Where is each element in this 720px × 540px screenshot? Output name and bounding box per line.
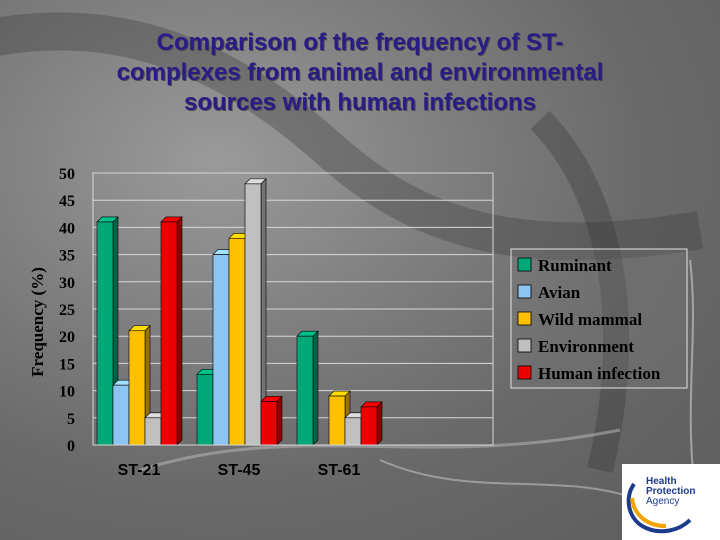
legend-label: Avian [538,283,581,302]
bar-human-infection-st-21 [160,216,183,446]
bar-human-infection-st-45 [260,395,283,446]
legend-swatch [517,257,532,272]
y-tick-label: 35 [59,248,75,265]
legend-swatch [517,365,532,380]
bar-ruminant-st-61 [296,330,319,446]
y-tick-label: 40 [59,220,75,237]
bars [93,178,493,446]
y-axis-title: Frequency (%) [28,267,47,377]
y-tick-label: 30 [59,275,75,292]
y-tick-label: 20 [59,329,75,346]
bar-human-infection-st-61 [360,401,383,446]
legend-swatch [517,284,532,299]
title-line-1: Comparison of the frequency of ST- [156,29,564,56]
legend-label: Human infection [538,364,661,383]
legend-label: Ruminant [538,256,612,275]
logo-line-protection: Protection [646,486,696,497]
legend-swatch [517,338,532,353]
x-category-label: ST-45 [218,462,261,479]
y-tick-label: 25 [59,302,75,319]
hpa-logo: Health Protection Agency [622,464,720,540]
x-category-label: ST-21 [118,462,161,479]
legend: Ruminant Avian Wild mammal Environment Human… [510,248,688,389]
title-line-2: complexes from animal and environmental [116,59,604,86]
chart-title: Comparison of the frequency of ST- compl… [40,28,680,118]
y-tick-labels: 0 5 10 15 20 25 30 35 40 45 50 [59,166,75,455]
x-category-label: ST-61 [318,462,361,479]
legend-swatch [517,311,532,326]
hpa-logo-emblem [626,482,692,534]
y-tick-label: 0 [67,438,75,455]
x-category-labels: ST-21 ST-45 ST-61 [118,462,361,479]
y-tick-label: 50 [59,166,75,183]
y-tick-label: 5 [67,411,75,428]
legend-box [510,248,688,389]
bar-environment-st-45 [244,178,267,446]
gridlines [93,172,493,419]
y-tick-label: 10 [59,384,75,401]
legend-label: Environment [538,337,634,356]
logo-line-agency: Agency [646,496,680,507]
title-line-3: sources with human infections [183,89,537,116]
legend-label: Wild mammal [538,310,642,329]
y-tick-label: 15 [59,356,75,373]
y-tick-label: 45 [59,193,75,210]
logo-line-health: Health [646,476,677,487]
